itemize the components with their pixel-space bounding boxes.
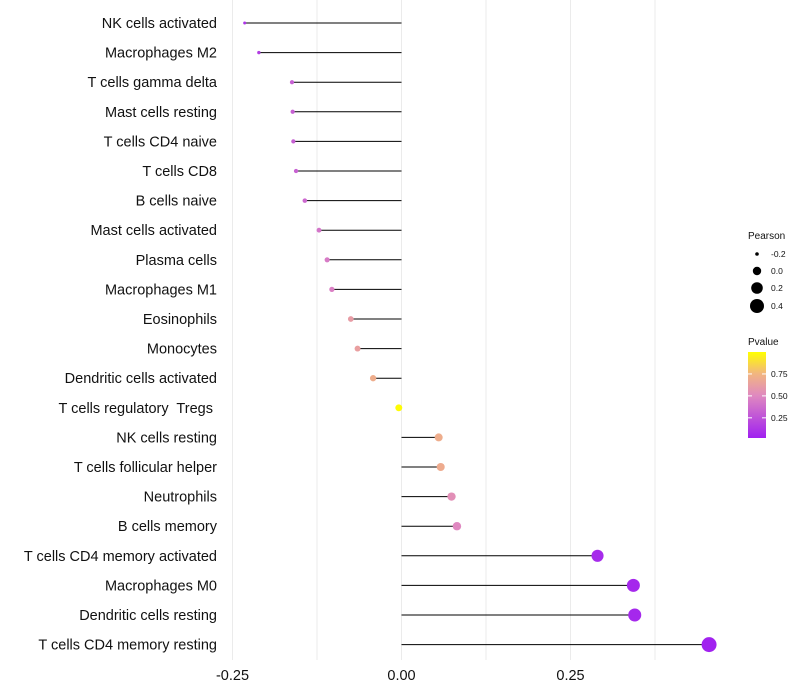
data-point (302, 198, 308, 203)
category-label: Macrophages M1 (105, 282, 217, 298)
category-label: T cells regulatory Tregs (59, 401, 218, 417)
category-label: NK cells resting (116, 430, 217, 446)
size-legend-dot (755, 252, 759, 256)
x-tick-label: 0.25 (556, 668, 584, 684)
data-point (324, 257, 330, 263)
category-label: T cells gamma delta (88, 75, 218, 91)
size-legend-title: Pearson (748, 231, 785, 242)
size-legend-label: 0.2 (771, 283, 783, 293)
data-point (591, 549, 604, 562)
data-point (354, 345, 361, 352)
color-legend-bar (748, 352, 766, 438)
data-point (316, 227, 322, 233)
category-labels: NK cells activated Macrophages M2 T cells … (24, 16, 218, 654)
data-point (347, 316, 354, 322)
color-legend-label: 0.25 (771, 413, 788, 423)
grid-lines (232, 0, 656, 660)
category-label: T cells CD4 memory resting (38, 638, 217, 654)
data-point (447, 492, 456, 501)
category-label: T cells follicular helper (74, 460, 217, 476)
data-point (626, 578, 640, 592)
category-label: Dendritic cells resting (79, 608, 217, 624)
data-point (257, 50, 261, 55)
x-tick-label: 0.00 (387, 668, 415, 684)
data-point (628, 608, 642, 622)
category-label: Monocytes (147, 342, 217, 358)
data-point (291, 139, 296, 144)
x-axis-tick-labels: -0.25 0.00 0.25 (216, 668, 585, 684)
category-label: NK cells activated (102, 16, 217, 32)
category-label: Eosinophils (143, 312, 217, 328)
data-point (395, 404, 403, 412)
category-label: Plasma cells (136, 253, 217, 269)
size-legend-dot (750, 299, 764, 313)
category-label: Mast cells activated (90, 223, 217, 239)
x-tick-label: -0.25 (216, 668, 249, 684)
category-label: T cells CD4 memory activated (24, 549, 217, 565)
data-point (436, 462, 445, 472)
pearson-size-legend: Pearson -0.2 0.0 0.2 0.4 (748, 231, 786, 313)
category-label: B cells naive (136, 194, 217, 210)
pvalue-color-legend: Pvalue 0.75 0.50 0.25 (748, 337, 788, 438)
category-label: T cells CD8 (142, 164, 217, 180)
category-label: Neutrophils (144, 490, 217, 506)
data-point (701, 637, 717, 653)
data-point (290, 109, 295, 114)
category-label: Dendritic cells activated (65, 371, 217, 387)
data-point (329, 286, 335, 293)
size-legend-dot (751, 282, 763, 294)
data-points (243, 21, 717, 653)
data-point (369, 375, 377, 382)
size-legend-dot (752, 266, 762, 276)
color-legend-label: 0.50 (771, 391, 788, 401)
data-point (243, 21, 247, 25)
data-point (293, 168, 299, 174)
size-legend-label: 0.4 (771, 301, 783, 311)
category-label: T cells CD4 naive (104, 134, 217, 150)
color-legend-label: 0.75 (771, 369, 788, 379)
data-point (289, 80, 295, 85)
data-point (452, 521, 462, 531)
color-legend-title: Pvalue (748, 337, 779, 348)
stem-lines (244, 22, 710, 646)
category-label: Macrophages M0 (105, 578, 217, 594)
category-label: Macrophages M2 (105, 46, 217, 62)
category-label: B cells memory (118, 519, 218, 535)
data-point (434, 433, 443, 442)
size-legend-label: -0.2 (771, 249, 786, 259)
category-label: Mast cells resting (105, 105, 217, 121)
size-legend-label: 0.0 (771, 266, 783, 276)
